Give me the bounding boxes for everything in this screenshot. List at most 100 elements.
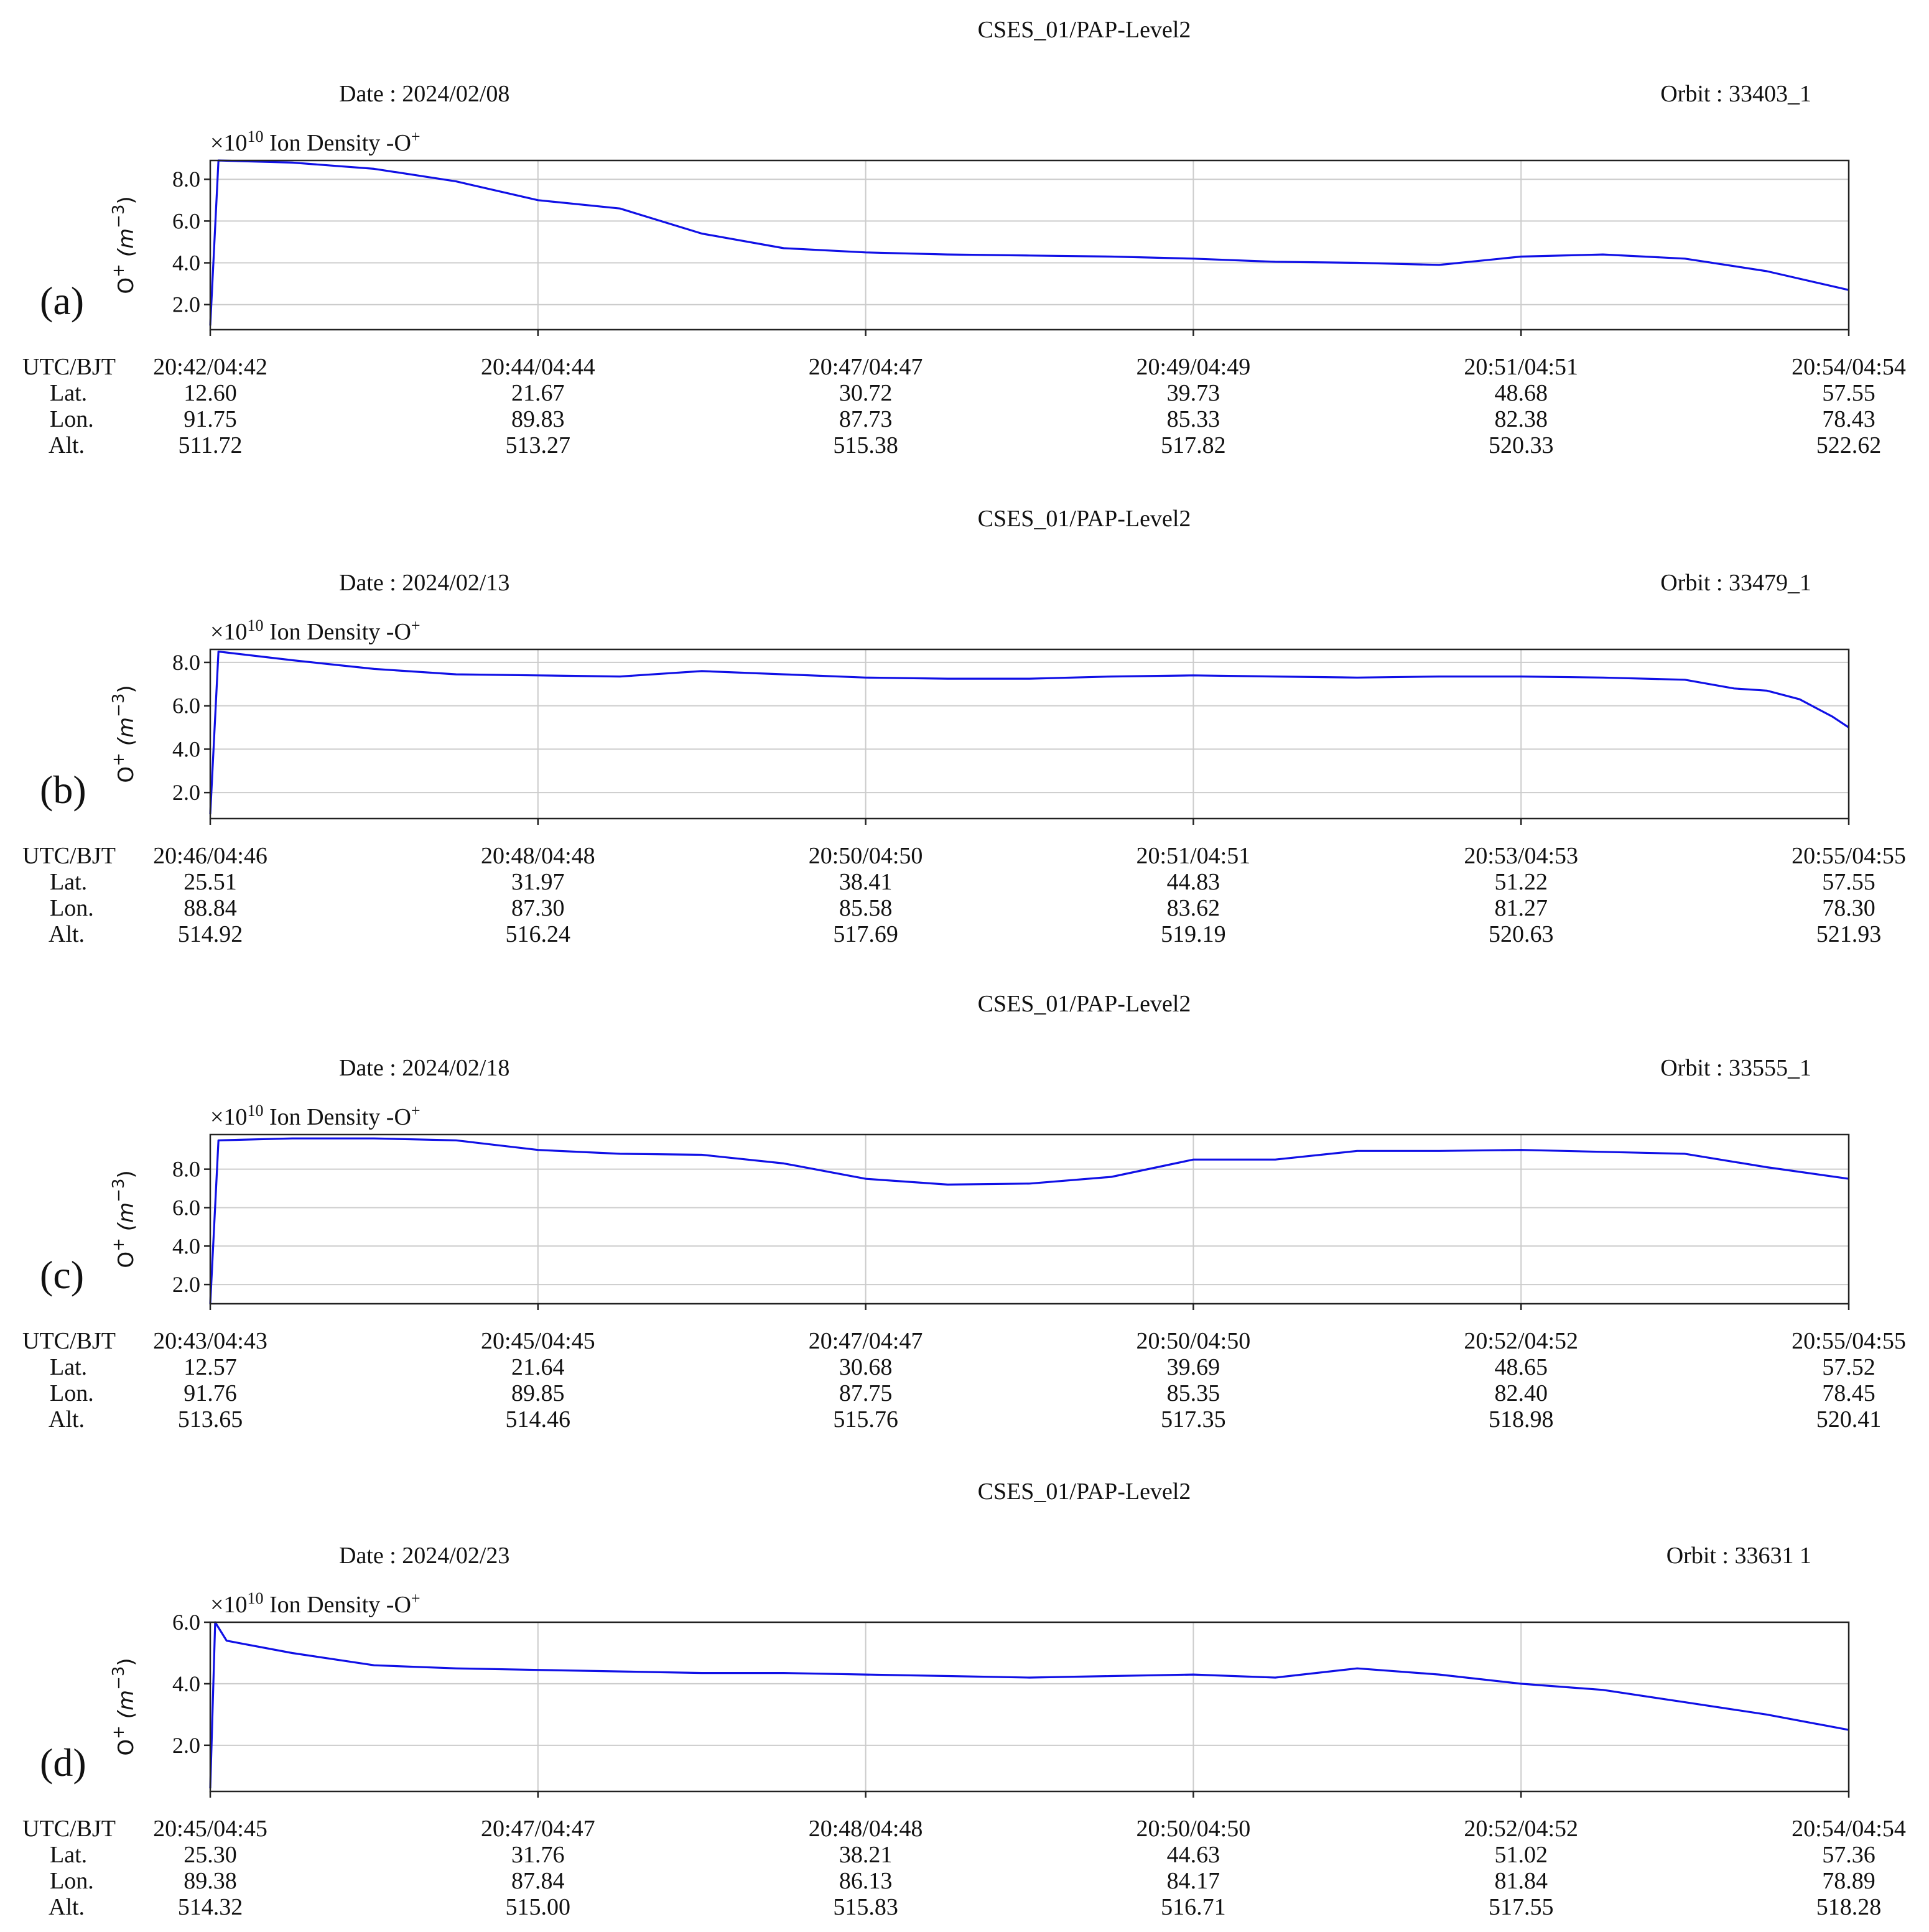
row-label-3: Alt.: [49, 1894, 85, 1920]
orbit-label: Orbit : 33403_1: [1660, 81, 1811, 107]
row-label-0: UTC/BJT: [22, 843, 116, 869]
y-axis-label-unit: (m: [114, 1202, 139, 1238]
plot-frame: [209, 1133, 1850, 1305]
x-tick-lat: 38.21: [839, 1842, 893, 1868]
series-line: [209, 159, 1849, 326]
x-tick-lat: 44.83: [1167, 869, 1220, 895]
x-tick-lon: 87.75: [839, 1380, 893, 1406]
x-tick-lon: 89.85: [511, 1380, 565, 1406]
x-tick-alt: 518.98: [1489, 1406, 1554, 1433]
x-tick-alt: 517.35: [1161, 1406, 1226, 1433]
x-tick-time: 20:50/04:50: [809, 843, 923, 869]
y-tick-label: 6.0: [172, 1195, 200, 1220]
x-tick-lon: 83.62: [1167, 895, 1220, 921]
x-tick-alt: 517.55: [1489, 1894, 1554, 1920]
y-tick-label: 6.0: [172, 208, 200, 233]
x-tick-lat: 21.67: [511, 380, 565, 406]
x-tick-alt: 516.24: [506, 921, 571, 947]
multiplier-base: ×10: [210, 619, 247, 645]
x-tick-time: 20:52/04:52: [1464, 1328, 1578, 1354]
y-tick-label: 2.0: [172, 292, 200, 317]
x-tick-alt: 515.83: [833, 1894, 898, 1920]
x-tick-time: 20:52/04:52: [1464, 1816, 1578, 1842]
x-tick-lat: 31.97: [511, 869, 565, 895]
row-label-0: UTC/BJT: [22, 1816, 116, 1842]
series-line: [209, 650, 1849, 815]
x-tick-lon: 87.73: [839, 406, 893, 432]
x-tick-lat: 48.68: [1494, 380, 1548, 406]
x-tick-alt: 514.32: [178, 1894, 243, 1920]
y-axis-label-quantity: O: [114, 277, 139, 294]
x-tick-lon: 82.38: [1494, 406, 1548, 432]
panel-a: CSES_01/PAP-Level2 Date : 2024/02/08 Orbit…: [22, 17, 1906, 458]
x-tick-time: 20:48/04:48: [809, 1816, 923, 1842]
x-tick-lon: 82.40: [1494, 1380, 1548, 1406]
x-tick-lat: 21.64: [511, 1354, 565, 1380]
x-tick-lat: 25.51: [184, 869, 237, 895]
x-tick-lon: 87.84: [511, 1868, 565, 1894]
date-label: Date : 2024/02/08: [339, 81, 509, 107]
y-axis-label-close: ): [114, 196, 139, 204]
series-line: [209, 1137, 1849, 1304]
date-label: Date : 2024/02/18: [339, 1055, 509, 1081]
row-label-2: Lon.: [50, 1868, 94, 1894]
x-tick-lon: 91.76: [184, 1380, 237, 1406]
y-axis-label-unit: (m: [114, 1690, 139, 1725]
x-tick-time: 20:47/04:47: [809, 1328, 923, 1354]
y-axis-label-quantity: O: [114, 766, 139, 783]
panel-c: CSES_01/PAP-Level2 Date : 2024/02/18 Orbit…: [22, 991, 1906, 1433]
x-tick-lat: 25.30: [184, 1842, 237, 1868]
row-label-3: Alt.: [49, 432, 85, 458]
x-tick-alt: 520.41: [1816, 1406, 1882, 1433]
x-tick-lon: 87.30: [511, 895, 565, 921]
panel-tag: (c): [40, 1253, 84, 1297]
x-tick-lat: 12.57: [184, 1354, 237, 1380]
y-axis-label-unit-exp: −3: [109, 694, 128, 717]
panel-tag: (d): [40, 1740, 86, 1785]
x-tick-time: 20:45/04:45: [481, 1328, 595, 1354]
x-tick-alt: 511.72: [178, 432, 242, 458]
x-tick-lon: 78.45: [1822, 1380, 1876, 1406]
y-tick-label: 4.0: [172, 251, 200, 276]
chart-title: CSES_01/PAP-Level2: [978, 506, 1191, 532]
series-label-sup: +: [411, 616, 421, 634]
y-tick-label: 6.0: [172, 1610, 200, 1635]
orbit-label: Orbit : 33479_1: [1660, 570, 1811, 596]
x-tick-time: 20:54/04:54: [1792, 1816, 1906, 1842]
x-tick-time: 20:55/04:55: [1792, 1328, 1906, 1354]
series-label-sup: +: [411, 1102, 421, 1120]
y-tick-label: 2.0: [172, 780, 200, 805]
x-tick-time: 20:51/04:51: [1136, 843, 1251, 869]
row-label-2: Lon.: [50, 406, 94, 432]
y-axis-label-unit: (m: [114, 717, 139, 753]
x-tick-lat: 57.55: [1822, 869, 1876, 895]
panel-tag: (b): [40, 768, 86, 812]
x-tick-alt: 517.69: [833, 921, 898, 947]
x-tick-alt: 514.92: [178, 921, 243, 947]
x-tick-lat: 39.73: [1167, 380, 1220, 406]
row-label-1: Lat.: [50, 869, 87, 895]
date-label: Date : 2024/02/13: [339, 570, 509, 596]
panel-b: CSES_01/PAP-Level2 Date : 2024/02/13 Orbit…: [22, 506, 1906, 947]
series-label: Ion Density -O: [263, 1592, 411, 1618]
x-tick-alt: 520.63: [1489, 921, 1554, 947]
y-axis-label-close: ): [114, 1658, 139, 1666]
x-tick-time: 20:51/04:51: [1464, 354, 1578, 380]
x-tick-time: 20:43/04:43: [153, 1328, 267, 1354]
x-tick-alt: 522.62: [1816, 432, 1882, 458]
x-tick-lon: 78.30: [1822, 895, 1876, 921]
y-tick-label: 4.0: [172, 1233, 200, 1258]
series-label: Ion Density -O: [263, 1104, 411, 1130]
multiplier-base: ×10: [210, 1592, 247, 1618]
x-tick-lon: 84.17: [1167, 1868, 1220, 1894]
date-label: Date : 2024/02/23: [339, 1543, 509, 1569]
x-tick-lat: 31.76: [511, 1842, 565, 1868]
x-tick-lat: 39.69: [1167, 1354, 1220, 1380]
chart-title: CSES_01/PAP-Level2: [978, 991, 1191, 1017]
row-label-2: Lon.: [50, 1380, 94, 1406]
y-axis-label-charge: +: [109, 264, 128, 277]
row-label-0: UTC/BJT: [22, 1328, 116, 1354]
x-tick-alt: 517.82: [1161, 432, 1226, 458]
y-tick-label: 8.0: [172, 650, 200, 675]
row-label-2: Lon.: [50, 895, 94, 921]
